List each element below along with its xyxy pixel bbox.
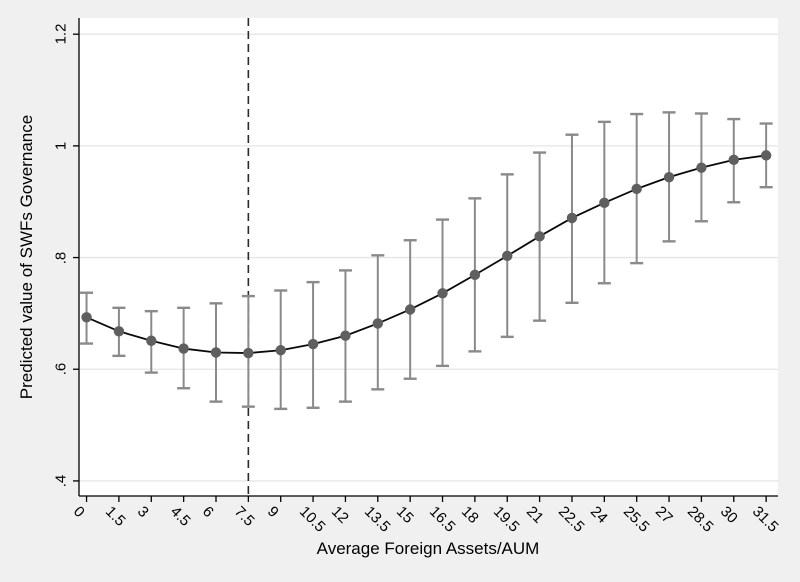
data-point-marker	[696, 162, 707, 173]
data-point-marker	[599, 197, 610, 209]
y-tick-label: 1	[52, 141, 70, 151]
data-point-marker	[178, 343, 189, 354]
data-point-marker	[404, 304, 416, 315]
x-axis-title: Average Foreign Assets/AUM	[316, 539, 540, 558]
y-tick-label: 1.2	[52, 23, 70, 45]
y-tick-label: .4	[52, 474, 70, 488]
y-tick-label: .8	[52, 251, 70, 264]
data-point-marker	[243, 347, 254, 359]
data-point-marker	[502, 250, 513, 262]
data-point-marker	[566, 212, 578, 224]
data-point-marker	[210, 347, 222, 358]
data-point-marker	[631, 183, 642, 195]
data-point-marker	[372, 318, 384, 329]
data-point-marker	[760, 150, 772, 161]
data-point-marker	[663, 171, 675, 183]
data-point-marker	[81, 312, 92, 323]
data-point-marker	[275, 345, 286, 356]
data-point-marker	[307, 338, 319, 350]
data-point-marker	[437, 288, 448, 299]
y-axis-title: Predicted value of SWFs Governance	[17, 114, 36, 400]
data-point-marker	[113, 326, 125, 337]
series-line	[86, 154, 767, 354]
data-point-marker	[146, 335, 157, 346]
data-point-marker	[340, 330, 351, 341]
data-point-marker	[469, 269, 481, 281]
data-point-marker	[728, 154, 739, 166]
y-tick-label: .6	[52, 362, 70, 376]
data-point-marker	[534, 231, 545, 242]
